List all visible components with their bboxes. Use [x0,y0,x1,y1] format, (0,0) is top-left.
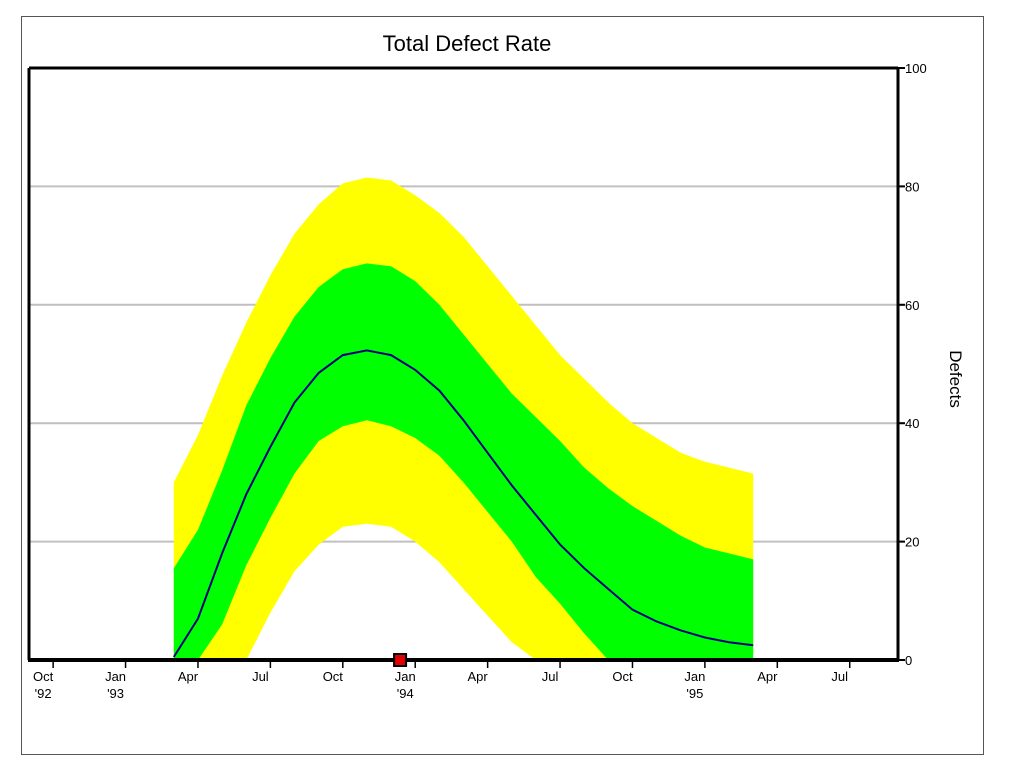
y-ticks: 0 20 40 60 80 100 [898,61,927,668]
y-tick-label-20: 20 [905,535,919,550]
inner-band-area [173,263,754,660]
y-tick-label-100: 100 [905,61,927,76]
mean-line [172,349,754,658]
y-tick-label-80: 80 [905,179,919,194]
chart-title: Total Defect Rate [383,31,552,56]
x-tick-label-5: Jan [395,669,416,684]
x-tick-label-9: Jan [684,669,705,684]
mean-line-layer [172,349,754,658]
x-ticks: Oct '92 Jan '93 Apr Jul Oct Jan '94 Apr Jul Oct Jan '… [33,660,851,701]
x-tick-label-0: Oct [33,669,54,684]
x-tick-label-2: Apr [178,669,199,684]
marker-layer [393,653,408,667]
x-tick-label-6: Apr [468,669,489,684]
y-tick-label-60: 60 [905,298,919,313]
x-tick-sublabel-5: '94 [397,686,414,701]
y-tick-label-0: 0 [905,653,912,668]
x-tick-sublabel-1: '93 [107,686,124,701]
x-tick-label-7: Jul [542,669,559,684]
x-tick-label-8: Oct [612,669,633,684]
x-tick-sublabel-9: '95 [686,686,703,701]
axes [27,66,900,662]
y-axis-title: Defects [946,350,965,408]
chart-frame [21,16,984,755]
time-marker[interactable] [393,653,408,667]
x-tick-label-3: Jul [252,669,269,684]
x-tick-label-4: Oct [323,669,344,684]
y-tick-label-40: 40 [905,416,919,431]
x-tick-label-1: Jan [105,669,126,684]
x-tick-label-10: Apr [757,669,778,684]
x-tick-label-11: Jul [831,669,848,684]
x-tick-sublabel-0: '92 [35,686,52,701]
